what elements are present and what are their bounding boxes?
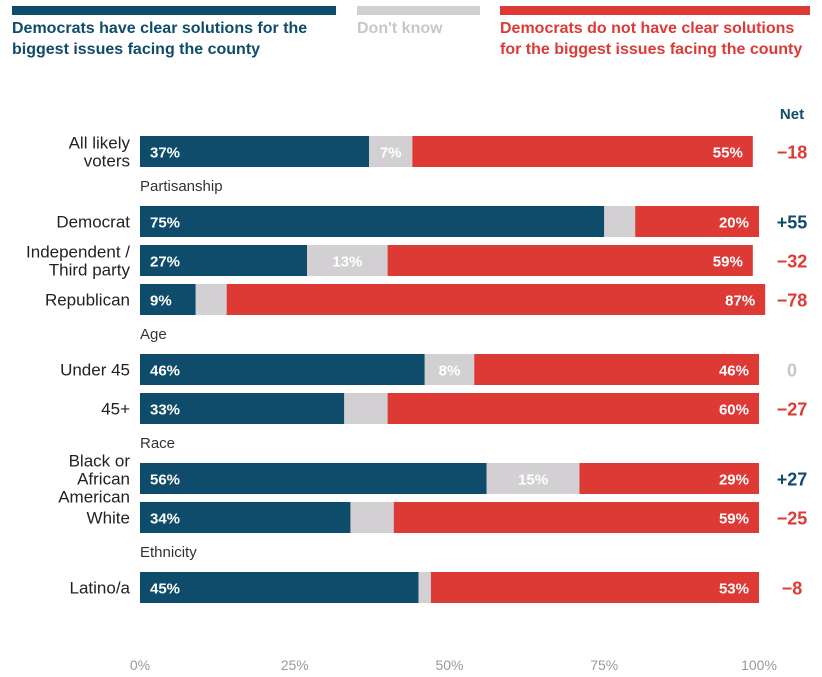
category-label-white: White: [87, 509, 130, 528]
bar-independent-third-party-democrats-do-not-have-cl: [387, 245, 753, 276]
bar-under-45-democrats-have-clear-sol: [140, 354, 425, 385]
net-value-republican: −78: [777, 291, 808, 311]
category-label-latino-a: Latino/a: [70, 579, 131, 598]
data-label-democrat-2: 20%: [719, 215, 749, 232]
data-label-white-0: 34%: [150, 511, 180, 528]
bar-republican-democrats-do-not-have-cl: [226, 284, 766, 315]
bar-all-likely-voters-don-t-know: [369, 136, 413, 167]
data-label-all-likely-voters-2: 55%: [713, 145, 743, 162]
bar-democrat-democrats-do-not-have-cl: [635, 206, 759, 237]
category-label-45: 45+: [101, 400, 130, 419]
data-label-latino-a-2: 53%: [719, 581, 749, 598]
net-value-all-likely-voters: −18: [777, 143, 808, 163]
bar-white-don-t-know: [350, 502, 394, 533]
category-label-democrat: Democrat: [56, 213, 130, 232]
bar-latino-a-democrats-have-clear-sol: [140, 572, 419, 603]
bar-independent-third-party-don-t-know: [307, 245, 388, 276]
group-label-race: Race: [140, 435, 175, 452]
bar-all-likely-voters-democrats-do-not-have-cl: [412, 136, 753, 167]
net-value-45: −27: [777, 400, 808, 420]
bar-45-democrats-have-clear-sol: [140, 393, 345, 424]
group-label-partisanship: Partisanship: [140, 178, 223, 195]
data-label-independent-third-party-2: 59%: [713, 254, 743, 271]
bar-democrat-democrats-have-clear-sol: [140, 206, 605, 237]
legend-label-dem-not-clear: Democrats do not have clear solutions fo…: [500, 20, 803, 58]
category-label-all-likely-voters: All likely voters: [69, 134, 131, 171]
net-value-black-or-african-american: +27: [777, 470, 808, 490]
bar-independent-third-party-democrats-have-clear-sol: [140, 245, 308, 276]
category-label-republican: Republican: [45, 291, 130, 310]
group-label-age: Age: [140, 326, 167, 343]
bar-black-or-african-american-don-t-know: [486, 463, 580, 494]
data-label-45-2: 60%: [719, 402, 749, 419]
bar-white-democrats-do-not-have-cl: [393, 502, 759, 533]
x-tick-25: 25%: [281, 657, 309, 673]
data-label-45-0: 33%: [150, 402, 180, 419]
bar-republican-democrats-have-clear-sol: [140, 284, 196, 315]
data-label-latino-a-0: 45%: [150, 581, 180, 598]
net-value-white: −25: [777, 509, 808, 529]
data-label-democrat-0: 75%: [150, 215, 180, 232]
group-label-ethnicity: Ethnicity: [140, 544, 197, 561]
bar-latino-a-don-t-know: [418, 572, 431, 603]
x-tick-100: 100%: [741, 657, 777, 673]
bar-45-don-t-know: [344, 393, 388, 424]
data-label-white-2: 59%: [719, 511, 749, 528]
legend-swatch-dem-not-clear: [500, 6, 810, 15]
data-label-all-likely-voters-0: 37%: [150, 145, 180, 162]
net-value-latino-a: −8: [782, 579, 803, 599]
net-value-under-45: 0: [787, 361, 797, 381]
legend-label-dont-know: Don't know: [357, 20, 443, 37]
data-label-under-45-0: 46%: [150, 363, 180, 380]
net-value-independent-third-party: −32: [777, 252, 808, 272]
bar-black-or-african-american-democrats-have-clear-sol: [140, 463, 487, 494]
bar-democrat-don-t-know: [604, 206, 636, 237]
category-label-independent-third-party: Independent / Third party: [26, 243, 130, 280]
bar-under-45-democrats-do-not-have-cl: [474, 354, 759, 385]
x-tick-75: 75%: [590, 657, 618, 673]
data-label-independent-third-party-1: 13%: [332, 254, 362, 271]
data-label-independent-third-party-0: 27%: [150, 254, 180, 271]
bar-45-democrats-do-not-have-cl: [387, 393, 759, 424]
bar-black-or-african-american-democrats-do-not-have-cl: [579, 463, 759, 494]
bar-white-democrats-have-clear-sol: [140, 502, 351, 533]
data-label-under-45-2: 46%: [719, 363, 749, 380]
net-header: Net: [780, 106, 804, 123]
bar-republican-don-t-know: [195, 284, 227, 315]
legend-swatch-dont-know: [357, 6, 480, 15]
data-label-black-or-african-american-0: 56%: [150, 472, 180, 489]
legend-swatch-dem-clear: [12, 6, 336, 15]
legend-label-dem-clear: Democrats have clear solutions for the b…: [12, 20, 308, 58]
bar-under-45-don-t-know: [424, 354, 475, 385]
bar-latino-a-democrats-do-not-have-cl: [430, 572, 759, 603]
bar-all-likely-voters-democrats-have-clear-sol: [140, 136, 370, 167]
category-label-black-or-african-american: Black or African American: [58, 452, 130, 507]
x-tick-50: 50%: [435, 657, 463, 673]
category-label-under-45: Under 45: [60, 361, 130, 380]
data-label-all-likely-voters-1: 7%: [380, 145, 402, 162]
x-tick-0: 0%: [130, 657, 150, 673]
data-label-republican-0: 9%: [150, 293, 172, 310]
data-label-black-or-african-american-1: 15%: [518, 472, 548, 489]
net-value-democrat: +55: [777, 213, 808, 233]
data-label-republican-2: 87%: [725, 293, 755, 310]
data-label-black-or-african-american-2: 29%: [719, 472, 749, 489]
data-label-under-45-1: 8%: [439, 363, 461, 380]
